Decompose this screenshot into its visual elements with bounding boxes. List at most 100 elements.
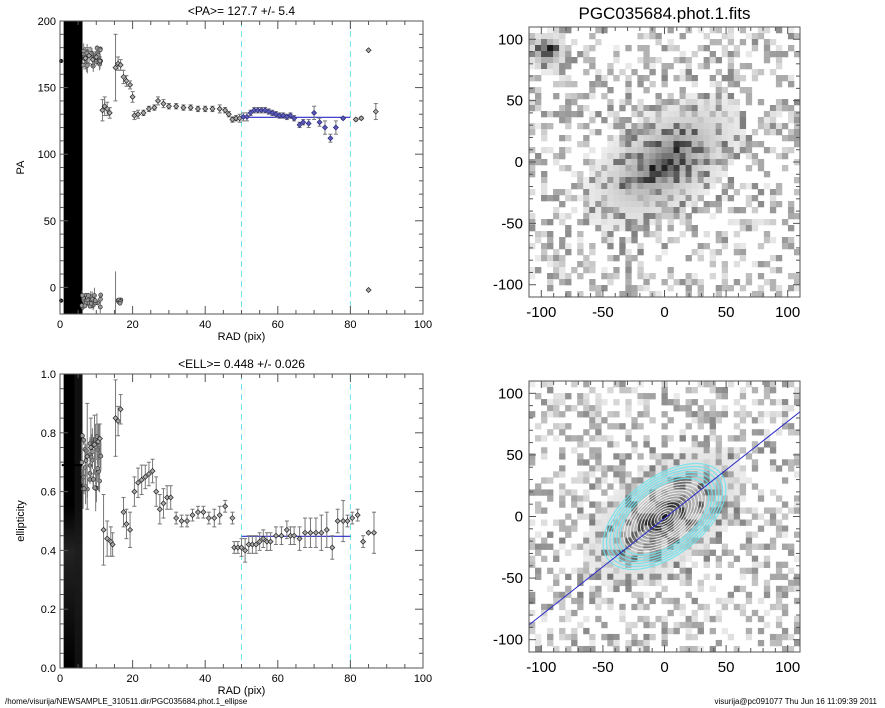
image-pixel: [529, 123, 536, 130]
image-pixel: [673, 513, 680, 520]
image-pixel: [763, 231, 771, 238]
image-pixel: [577, 579, 584, 587]
image-pixel: [775, 639, 783, 647]
image-pixel: [775, 429, 783, 436]
image-pixel: [577, 435, 584, 442]
image-pixel: [703, 117, 710, 124]
image-pixel: [679, 189, 686, 196]
image-pixel: [745, 567, 753, 575]
image-pixel: [643, 471, 650, 478]
image-pixel: [619, 573, 626, 581]
image-pixel: [661, 189, 668, 196]
image-pixel: [637, 45, 644, 52]
data-point: [194, 509, 201, 516]
image-pixel: [709, 159, 716, 166]
image-pixel: [709, 537, 716, 544]
image-pixel: [679, 135, 686, 142]
image-pixel: [661, 519, 668, 526]
image-pixel: [643, 579, 650, 587]
image-pixel: [643, 549, 650, 556]
image-pixel: [637, 249, 644, 256]
image-pixel: [781, 561, 789, 568]
image-pixel: [625, 279, 632, 286]
image-pixel: [577, 507, 584, 514]
image-pixel: [727, 483, 735, 490]
image-pixel: [559, 27, 566, 34]
image-pixel: [541, 111, 548, 118]
image-pixel: [715, 525, 723, 532]
image-pixel: [757, 201, 765, 208]
image-pixel: [649, 165, 656, 172]
image-pixel: [625, 63, 632, 70]
image-pixel: [703, 417, 710, 424]
image-pixel: [673, 561, 680, 568]
image-pixel: [607, 465, 614, 472]
image-pixel: [547, 387, 554, 394]
image-pixel: [667, 153, 674, 160]
image-pixel: [661, 123, 668, 130]
image-pixel: [613, 159, 620, 166]
image-pixel: [739, 63, 747, 70]
image-pixel: [697, 495, 704, 502]
image-pixel: [709, 201, 716, 208]
image-pixel: [685, 405, 692, 412]
image-pixel: [745, 195, 753, 202]
image-pixel: [703, 411, 710, 418]
image-pixel: [553, 249, 560, 256]
image-pixel: [745, 201, 753, 208]
image-pixel: [595, 129, 602, 136]
image-pixel: [601, 231, 608, 238]
image-pixel: [673, 195, 680, 202]
image-pixel: [787, 81, 795, 88]
image-pixel: [625, 471, 632, 478]
image-pixel: [691, 525, 698, 532]
image-pixel: [703, 135, 710, 142]
image-pixel: [589, 111, 596, 118]
image-pixel: [625, 531, 632, 538]
image-pixel: [745, 537, 753, 544]
image-pixel: [727, 465, 735, 472]
image-pixel: [685, 447, 692, 454]
image-pixel: [697, 123, 704, 130]
image-pixel: [769, 603, 777, 611]
image-pixel: [733, 219, 741, 226]
image-pixel: [643, 519, 650, 526]
image-pixel: [721, 129, 729, 136]
image-pixel: [793, 285, 801, 292]
image-pixel: [607, 63, 614, 70]
image-pixel: [655, 477, 662, 484]
image-pixel: [691, 195, 698, 202]
image-pixel: [769, 465, 777, 472]
image-pixel: [673, 507, 680, 514]
image-pixel: [529, 453, 536, 460]
image-pixel: [673, 111, 680, 118]
image-pixel: [709, 495, 716, 502]
image-pixel: [553, 45, 560, 52]
image-pixel: [553, 423, 560, 430]
image-pixel: [697, 177, 704, 184]
image-pixel: [547, 147, 554, 154]
image-pixel: [661, 213, 668, 220]
image-pixel: [595, 483, 602, 490]
image-pixel: [709, 93, 716, 100]
image-pixel: [643, 393, 650, 400]
image-pixel: [661, 537, 668, 544]
image-pixel: [685, 99, 692, 106]
image-pixel: [739, 147, 747, 154]
image-pixel: [673, 135, 680, 142]
image-pixel: [589, 249, 596, 256]
image-pixel: [721, 519, 729, 526]
image-pixel: [697, 525, 704, 532]
image-pixel: [583, 177, 590, 184]
image-pixel: [667, 147, 674, 154]
image-pixel: [673, 597, 680, 605]
image-pixel: [559, 543, 566, 550]
image-pixel: [619, 207, 626, 214]
image-pixel: [541, 453, 548, 460]
image-pixel: [661, 453, 668, 460]
fit-range-point: [291, 115, 298, 122]
image-pixel: [691, 561, 698, 568]
image-pixel: [751, 399, 759, 406]
image-pixel: [769, 201, 777, 208]
image-pixel: [541, 411, 548, 418]
